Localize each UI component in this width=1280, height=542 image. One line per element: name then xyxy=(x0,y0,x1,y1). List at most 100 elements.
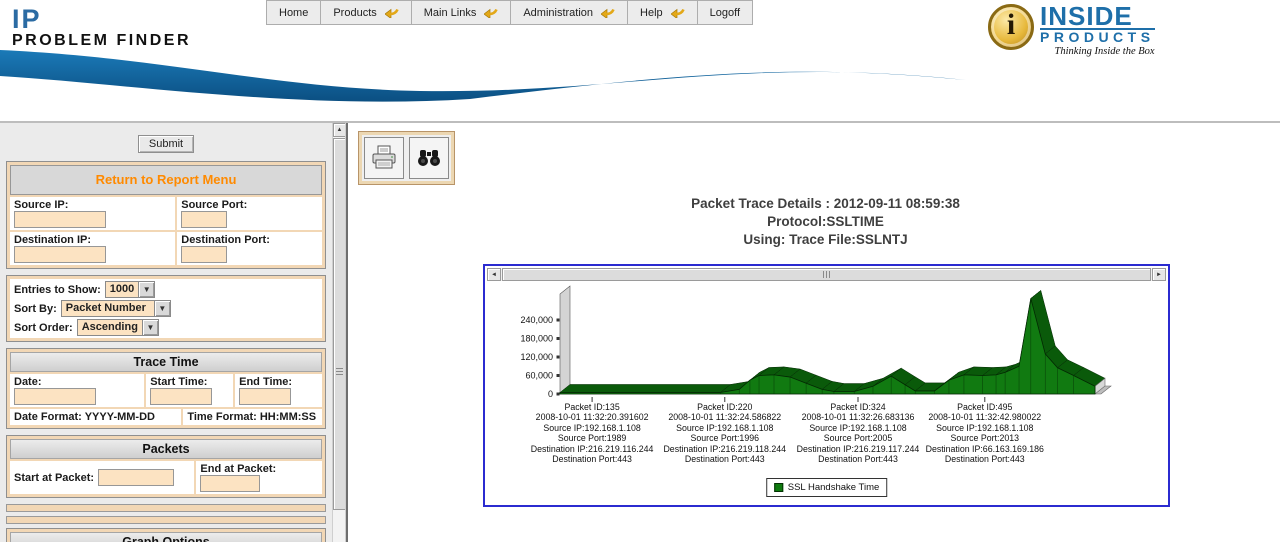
date-format-note: Date Format: YYYY-MM-DD xyxy=(10,409,182,425)
x-label-line: Source IP:192.168.1.108 xyxy=(809,422,907,433)
entries-to-show-select[interactable]: 1000 ▼ xyxy=(104,281,156,298)
coin-letter: i xyxy=(1006,8,1016,41)
y-tick-label: 180,000 xyxy=(520,334,553,344)
x-label-line: Destination IP:216.219.116.244 xyxy=(530,443,654,454)
scroll-up-arrow-icon[interactable]: ▲ xyxy=(333,123,346,137)
legend-swatch-icon xyxy=(773,483,783,492)
nav-item-help[interactable]: Help xyxy=(628,0,698,25)
chevron-down-icon[interactable]: ▼ xyxy=(141,320,158,335)
print-button[interactable] xyxy=(364,137,404,179)
nav-item-logoff[interactable]: Logoff xyxy=(697,0,754,25)
area-front-face xyxy=(559,298,1096,395)
x-label-line: Source Port:2013 xyxy=(950,433,1020,444)
nav-label: Home xyxy=(279,6,309,19)
y-tick-label: 120,000 xyxy=(520,352,553,362)
y-tick-label: 240,000 xyxy=(520,315,553,325)
legend-label: SSL Handshake Time xyxy=(787,482,880,493)
return-menu-box[interactable]: Return to Report Menu xyxy=(10,165,322,195)
report-title-line2: Protocol:SSLTIME xyxy=(767,214,884,229)
x-label-line: Packet ID:220 xyxy=(697,402,753,412)
source-ip-input[interactable] xyxy=(14,211,106,228)
sidebar-scrollbar[interactable]: ▲ xyxy=(332,123,346,542)
chart-panel: ◄ ► 0 60,000 120,000 180,000 240,000 Packet … xyxy=(483,264,1170,507)
sort-order-label: Sort Order: xyxy=(14,321,73,334)
nav-item-administration[interactable]: Administration xyxy=(511,0,629,25)
report-title-line1: Packet Trace Details : 2012-09-11 08:59:… xyxy=(691,196,960,211)
end-at-packet-label: End at Packet: xyxy=(200,463,277,475)
axis-wall xyxy=(559,285,571,395)
destination-ip-input[interactable] xyxy=(14,246,106,263)
sort-by-label: Sort By: xyxy=(14,302,57,315)
start-time-cell: Start Time: xyxy=(146,374,234,407)
report-title-line3: Using: Trace File:SSLNTJ xyxy=(743,232,908,247)
app-logo-name: PROBLEM FINDER xyxy=(12,32,191,49)
content-top-divider xyxy=(0,121,1280,123)
x-label-line: Source Port:1996 xyxy=(690,433,759,444)
x-label-line: Destination Port:443 xyxy=(552,454,632,465)
scrollbar-grip xyxy=(823,271,830,278)
dest-ip-cell: Destination IP: xyxy=(10,232,176,265)
report-toolbar xyxy=(358,131,455,185)
chart-horizontal-scrollbar[interactable]: ◄ ► xyxy=(487,268,1166,281)
nav-label: Help xyxy=(640,6,663,19)
start-time-input[interactable] xyxy=(150,388,213,405)
sort-order-select[interactable]: Ascending ▼ xyxy=(76,319,159,336)
y-tick-label: 0 xyxy=(548,389,553,399)
chevron-down-icon[interactable]: ▼ xyxy=(138,282,155,297)
x-label-line: Destination Port:443 xyxy=(944,454,1025,465)
nav-item-products[interactable]: Products xyxy=(321,0,412,25)
source-port-input[interactable] xyxy=(181,211,228,228)
end-time-input[interactable] xyxy=(239,388,292,405)
start-at-packet-cell: Start at Packet: xyxy=(10,461,195,494)
date-label: Date: xyxy=(14,376,42,388)
chevron-down-icon[interactable]: ▼ xyxy=(153,301,170,316)
company-logo: i INSIDE PRODUCTS Thinking Inside the Bo… xyxy=(988,3,1155,57)
start-at-packet-label: Start at Packet: xyxy=(14,471,95,484)
nav-label: Logoff xyxy=(709,6,741,19)
find-button[interactable] xyxy=(409,137,449,179)
frame-divider[interactable] xyxy=(345,123,348,542)
list-options-panel: Entries to Show: 1000 ▼ Sort By: Packet … xyxy=(6,275,326,342)
x-axis-label-group-2: Packet ID:220 2008-10-01 11:32:24.586822… xyxy=(637,402,812,464)
end-time-cell: End Time: xyxy=(235,374,322,407)
x-label-line: 2008-10-01 11:32:24.586822 xyxy=(668,412,782,423)
report-title: Packet Trace Details : 2012-09-11 08:59:… xyxy=(478,195,1173,249)
entries-value: 1000 xyxy=(109,283,135,295)
coin-i-icon: i xyxy=(988,4,1034,50)
printer-icon xyxy=(372,145,396,169)
brand-line2: PRODUCTS xyxy=(1040,28,1155,45)
nav-label: Main Links xyxy=(423,6,477,19)
destination-port-input[interactable] xyxy=(181,246,228,263)
start-at-packet-input[interactable] xyxy=(98,469,175,486)
destination-port-label: Destination Port: xyxy=(181,234,270,246)
scrollbar-thumb[interactable] xyxy=(502,268,1151,281)
x-label-line: 2008-10-01 11:32:26.683136 xyxy=(801,412,915,423)
return-to-report-menu-link[interactable]: Return to Report Menu xyxy=(95,172,237,187)
sort-by-select[interactable]: Packet Number ▼ xyxy=(60,300,171,317)
swoosh-graphic xyxy=(0,50,966,102)
end-at-packet-input[interactable] xyxy=(200,475,261,492)
scroll-left-arrow-icon[interactable]: ◄ xyxy=(487,268,501,281)
x-axis-label-group-1: Packet ID:135 2008-10-01 11:32:20.391602… xyxy=(505,402,680,464)
report-main-area: Packet Trace Details : 2012-09-11 08:59:… xyxy=(348,123,1280,542)
scroll-right-arrow-icon[interactable]: ► xyxy=(1152,268,1166,281)
date-input[interactable] xyxy=(14,388,96,405)
sort-order-value: Ascending xyxy=(81,321,138,333)
graph-options-panel: Graph Options Graph Type: Area ▼ 3D: Yes… xyxy=(6,528,326,542)
main-nav: Home Products Main Links Administration … xyxy=(266,0,754,25)
time-format-note: Time Format: HH:MM:SS xyxy=(183,409,322,425)
nav-item-home[interactable]: Home xyxy=(266,0,322,25)
trace-time-title: Trace Time xyxy=(10,352,322,372)
entries-to-show-label: Entries to Show: xyxy=(14,283,101,296)
nav-item-main-links[interactable]: Main Links xyxy=(411,0,512,25)
page-header: IP PROBLEM FINDER Home Products Main Lin… xyxy=(0,0,1280,121)
x-label-line: Source IP:192.168.1.108 xyxy=(543,422,641,433)
x-axis-label-group-3: Packet ID:324 2008-10-01 11:32:26.683136… xyxy=(770,402,945,464)
sort-by-value: Packet Number xyxy=(65,302,146,314)
end-at-packet-cell: End at Packet: xyxy=(196,461,322,494)
packets-panel: Packets Start at Packet: End at Packet: xyxy=(6,435,326,498)
submit-button[interactable]: Submit xyxy=(137,135,195,153)
x-axis-label-group-4: Packet ID:495 2008-10-01 11:32:42.980022… xyxy=(897,402,1072,464)
y-tick xyxy=(556,318,560,322)
nav-label: Products xyxy=(333,6,377,19)
